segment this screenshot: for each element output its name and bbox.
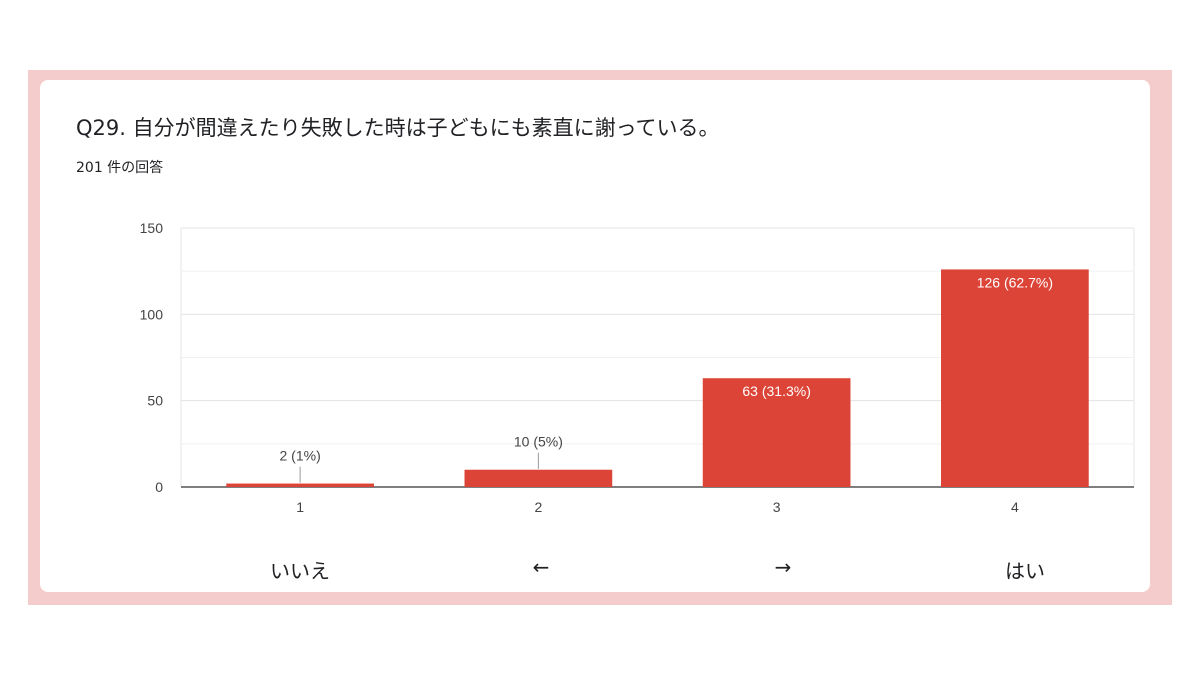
y-tick-label: 50: [147, 393, 163, 409]
response-count: 201 件の回答: [76, 160, 164, 176]
y-tick-label: 0: [155, 479, 163, 495]
y-tick-label: 150: [140, 220, 164, 236]
data-label: 2 (1%): [280, 448, 321, 464]
bar-3: [702, 378, 851, 487]
x-tick-label: 3: [773, 499, 781, 515]
x-tick-label: 2: [534, 499, 542, 515]
y-tick-label: 100: [140, 306, 164, 322]
scale-label-yes: はい: [1005, 559, 1045, 583]
scale-label-right-arrow: →: [774, 555, 792, 579]
x-tick-label: 4: [1011, 499, 1019, 515]
question-title: Q29. 自分が間違えたり失敗した時は子どもにも素直に謝っている。: [76, 116, 720, 140]
bar-2: [464, 469, 613, 487]
data-label: 10 (5%): [514, 434, 563, 450]
scale-label-no: いいえ: [270, 559, 330, 583]
x-tick-label: 1: [296, 499, 304, 515]
scale-label-left-arrow: ←: [532, 555, 550, 579]
data-label: 126 (62.7%): [977, 274, 1053, 290]
bar-1: [226, 483, 374, 487]
data-label: 63 (31.3%): [742, 383, 810, 399]
bar-4: [941, 269, 1089, 487]
